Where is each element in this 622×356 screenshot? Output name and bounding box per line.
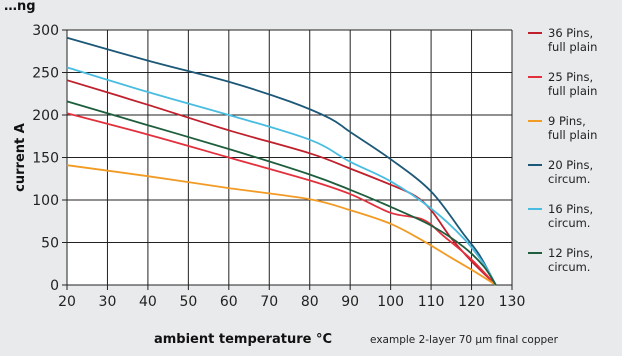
x-tick-label: 90 xyxy=(341,294,359,310)
legend-label: 25 Pins, full plain xyxy=(548,70,597,98)
x-tick-label: 100 xyxy=(377,294,404,310)
y-tick-label: 0 xyxy=(50,278,59,294)
x-axis-label: ambient temperature °C xyxy=(154,332,332,347)
x-tick-label: 70 xyxy=(260,294,278,310)
x-tick-label: 20 xyxy=(58,294,76,310)
x-tick-label: 30 xyxy=(99,294,117,310)
legend-item: 12 Pins, circum. xyxy=(528,246,593,274)
series-layer xyxy=(66,36,497,286)
legend-item: 25 Pins, full plain xyxy=(528,70,597,98)
legend-label: 36 Pins, full plain xyxy=(548,26,597,54)
x-tick-label: 60 xyxy=(220,294,238,310)
x-tick-label: 110 xyxy=(418,294,445,310)
series-line-2 xyxy=(66,164,497,286)
series-line-3 xyxy=(66,36,497,286)
legend-item: 16 Pins, circum. xyxy=(528,202,593,230)
series-line-0 xyxy=(66,79,497,286)
legend-label: 20 Pins, circum. xyxy=(548,158,593,186)
series-line-1 xyxy=(66,112,497,286)
series-line-4 xyxy=(66,66,497,286)
x-tick-label: 80 xyxy=(301,294,319,310)
legend-item: 20 Pins, circum. xyxy=(528,158,593,186)
y-tick-label: 150 xyxy=(32,151,59,167)
legend-label: 9 Pins, full plain xyxy=(548,114,597,142)
chart-note: example 2-layer 70 µm final copper xyxy=(370,334,559,346)
series-line-5 xyxy=(66,100,497,286)
legend: 36 Pins, full plain 25 Pins, full plain 9 Pi… xyxy=(528,26,597,274)
y-tick-label: 100 xyxy=(32,193,59,209)
y-tick-labels: 0 50 100 150 200 250 300 xyxy=(32,23,59,294)
y-tick-label: 200 xyxy=(32,108,59,124)
x-tick-labels: 20 30 40 50 60 70 80 90 100 110 120 130 xyxy=(58,294,525,310)
chart-title: …ng xyxy=(4,0,36,14)
y-tick-label: 250 xyxy=(32,66,59,82)
y-tick-label: 300 xyxy=(32,23,59,39)
y-tick-label: 50 xyxy=(41,236,59,252)
x-tick-label: 120 xyxy=(458,294,485,310)
legend-label: 16 Pins, circum. xyxy=(548,202,593,230)
grid xyxy=(62,29,513,290)
legend-item: 36 Pins, full plain xyxy=(528,26,597,54)
legend-label: 12 Pins, circum. xyxy=(548,246,593,274)
x-tick-label: 130 xyxy=(499,294,526,310)
x-tick-label: 40 xyxy=(139,294,157,310)
y-axis-label: current A xyxy=(13,123,28,192)
legend-item: 9 Pins, full plain xyxy=(528,114,597,142)
x-tick-label: 50 xyxy=(179,294,197,310)
